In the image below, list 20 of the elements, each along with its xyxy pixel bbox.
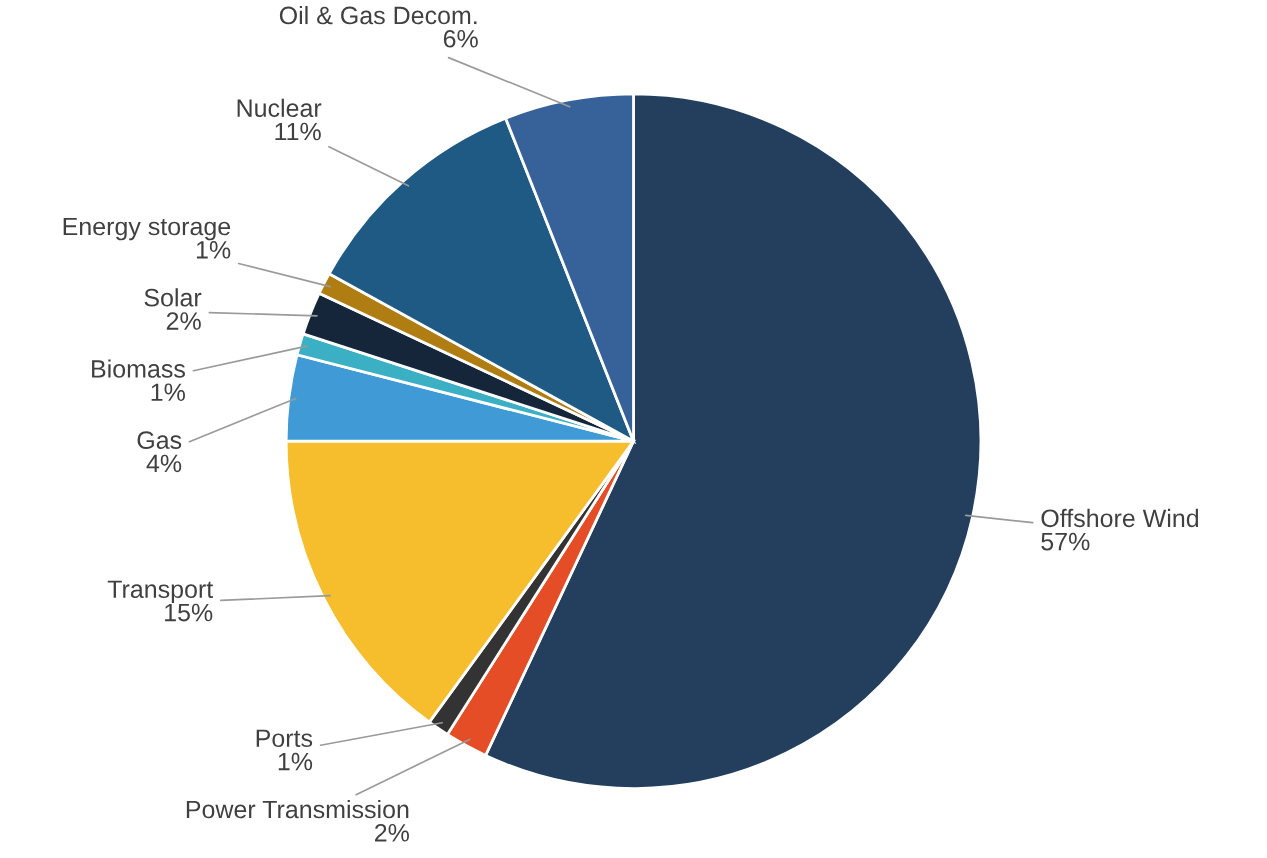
slice-label: Biomass	[92, 359, 185, 378]
data-label: 11%	[275, 122, 321, 141]
data-label: 4%	[146, 454, 182, 473]
slice-label: Power Transmission	[186, 799, 409, 819]
data-label: 1%	[196, 241, 231, 259]
slice-label: Gas	[137, 431, 182, 449]
data-label: 1%	[151, 383, 185, 401]
slice-label: Ports	[256, 729, 313, 748]
data-label: 1%	[278, 752, 313, 771]
slice-label: Offshore Wind	[1041, 508, 1199, 528]
slice-label: Oil & Gas Decom.	[279, 5, 477, 25]
data-label: 2%	[375, 823, 409, 842]
slice-label: Energy storage	[63, 217, 231, 241]
data-label: 15%	[165, 603, 213, 622]
data-label: 2%	[166, 312, 201, 330]
data-label: 6%	[443, 29, 478, 48]
slice-label: Solar	[144, 288, 202, 307]
slice-label: Transport	[107, 580, 214, 604]
slice-label: Nuclear	[237, 98, 322, 118]
data-label: 57%	[1041, 532, 1090, 551]
